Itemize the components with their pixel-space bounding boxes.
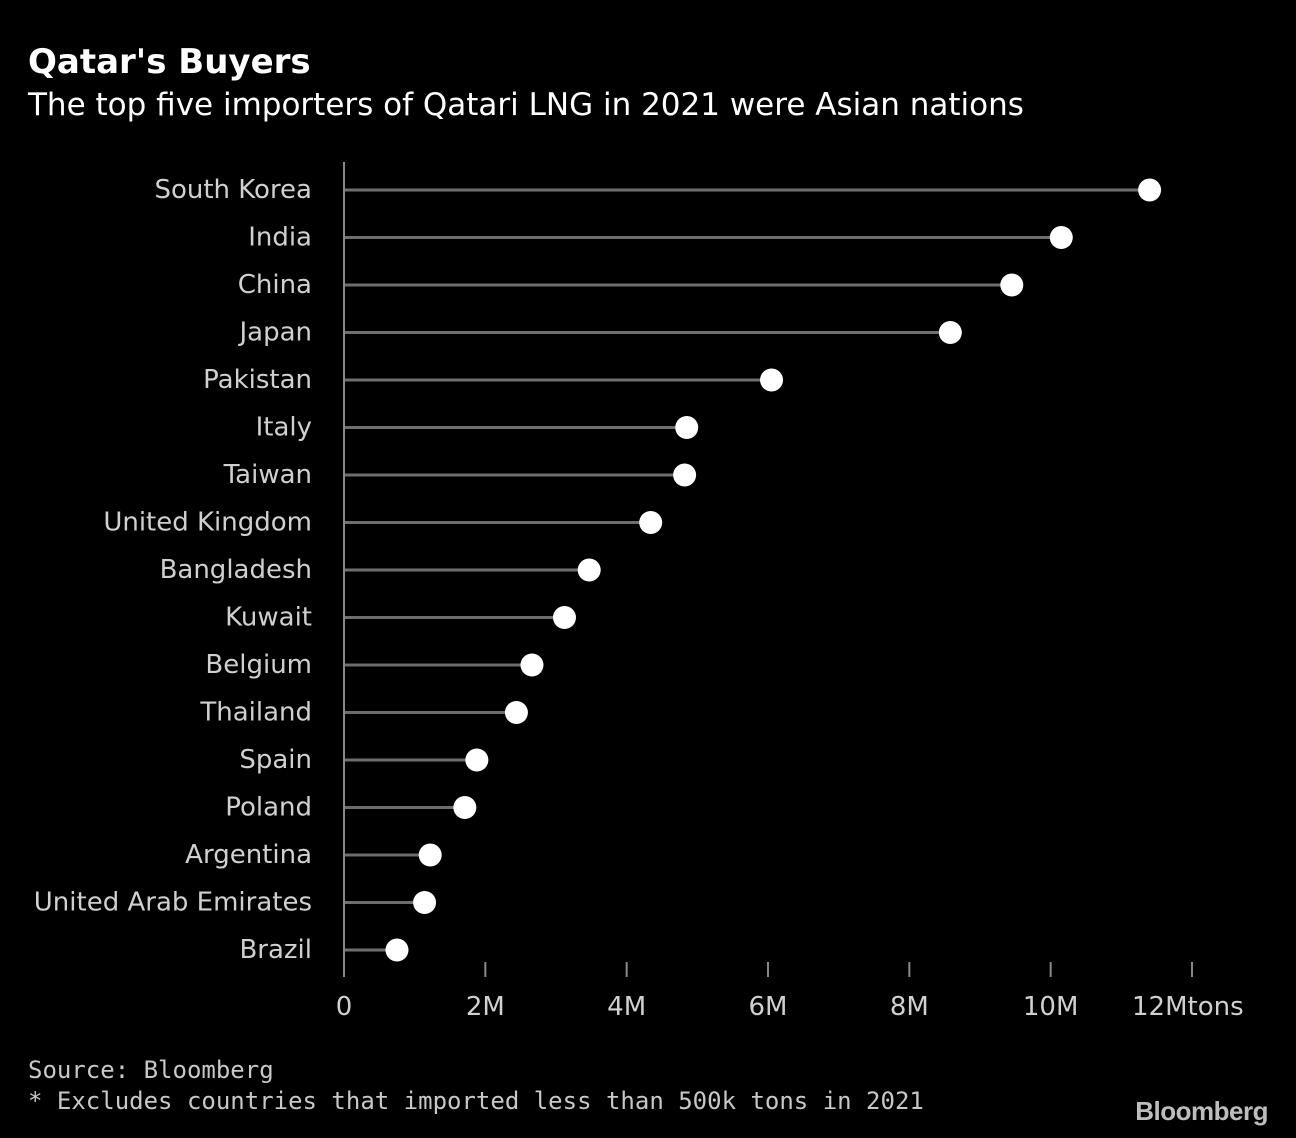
lollipop-chart: South Korea India China Japan Pakistan Italy T… <box>34 162 1244 1022</box>
category-label-south-korea: South Korea <box>154 175 312 205</box>
category-label-india: India <box>248 223 312 253</box>
dots-group <box>385 178 1162 962</box>
category-label-brazil: Brazil <box>239 935 312 965</box>
bloomberg-logo: Bloomberg <box>1135 1096 1268 1126</box>
dot-brazil <box>385 938 409 962</box>
category-label-spain: Spain <box>239 745 312 775</box>
dot-thailand <box>504 701 528 724</box>
dot-italy <box>675 416 699 439</box>
x-tick-label-1: 2M <box>466 992 505 1022</box>
category-label-italy: Italy <box>256 413 312 443</box>
category-label-united-arab-emirates: United Arab Emirates <box>34 888 312 918</box>
dot-united-arab-emirates <box>413 891 437 914</box>
x-tick-label-6: 12Mtons <box>1132 992 1244 1022</box>
dot-pakistan <box>760 368 784 392</box>
x-tick-label-5: 10M <box>1023 992 1079 1022</box>
dot-argentina <box>418 843 442 867</box>
category-label-belgium: Belgium <box>205 650 312 680</box>
dot-belgium <box>520 653 544 677</box>
dot-poland <box>453 796 477 819</box>
dot-japan <box>938 321 962 344</box>
dot-taiwan <box>673 463 697 487</box>
x-axis-ticks-group <box>484 962 1193 977</box>
chart-subtitle: The top five importers of Qatari LNG in … <box>28 87 1024 123</box>
dot-china <box>1000 273 1024 297</box>
category-label-united-kingdom: United Kingdom <box>103 508 312 538</box>
dot-south-korea <box>1138 178 1162 202</box>
category-label-pakistan: Pakistan <box>203 365 312 395</box>
category-label-poland: Poland <box>225 793 312 823</box>
stems-group <box>344 188 1150 952</box>
dot-india <box>1049 226 1073 249</box>
dot-united-kingdom <box>639 511 663 534</box>
footnote: * Excludes countries that imported less … <box>28 1087 924 1115</box>
category-label-china: China <box>238 270 312 300</box>
category-label-argentina: Argentina <box>185 840 312 870</box>
x-tick-label-0: 0 <box>336 992 353 1022</box>
dot-kuwait <box>552 606 576 629</box>
category-label-kuwait: Kuwait <box>225 603 312 633</box>
x-tick-label-2: 4M <box>607 992 646 1022</box>
category-label-taiwan: Taiwan <box>223 460 312 490</box>
dot-spain <box>465 748 489 772</box>
category-label-bangladesh: Bangladesh <box>160 555 312 585</box>
x-tick-label-4: 8M <box>890 992 929 1022</box>
category-label-thailand: Thailand <box>199 698 312 728</box>
source-note: Source: Bloomberg <box>28 1056 274 1084</box>
x-tick-label-3: 6M <box>749 992 788 1022</box>
category-labels-group: South Korea India China Japan Pakistan Italy T… <box>34 175 312 965</box>
chart-title: Qatar's Buyers <box>28 42 311 82</box>
category-label-japan: Japan <box>237 318 312 348</box>
dot-bangladesh <box>577 558 601 582</box>
x-axis-tick-labels-group: 0 2M 4M 6M 8M 10M 12Mtons <box>336 992 1244 1022</box>
